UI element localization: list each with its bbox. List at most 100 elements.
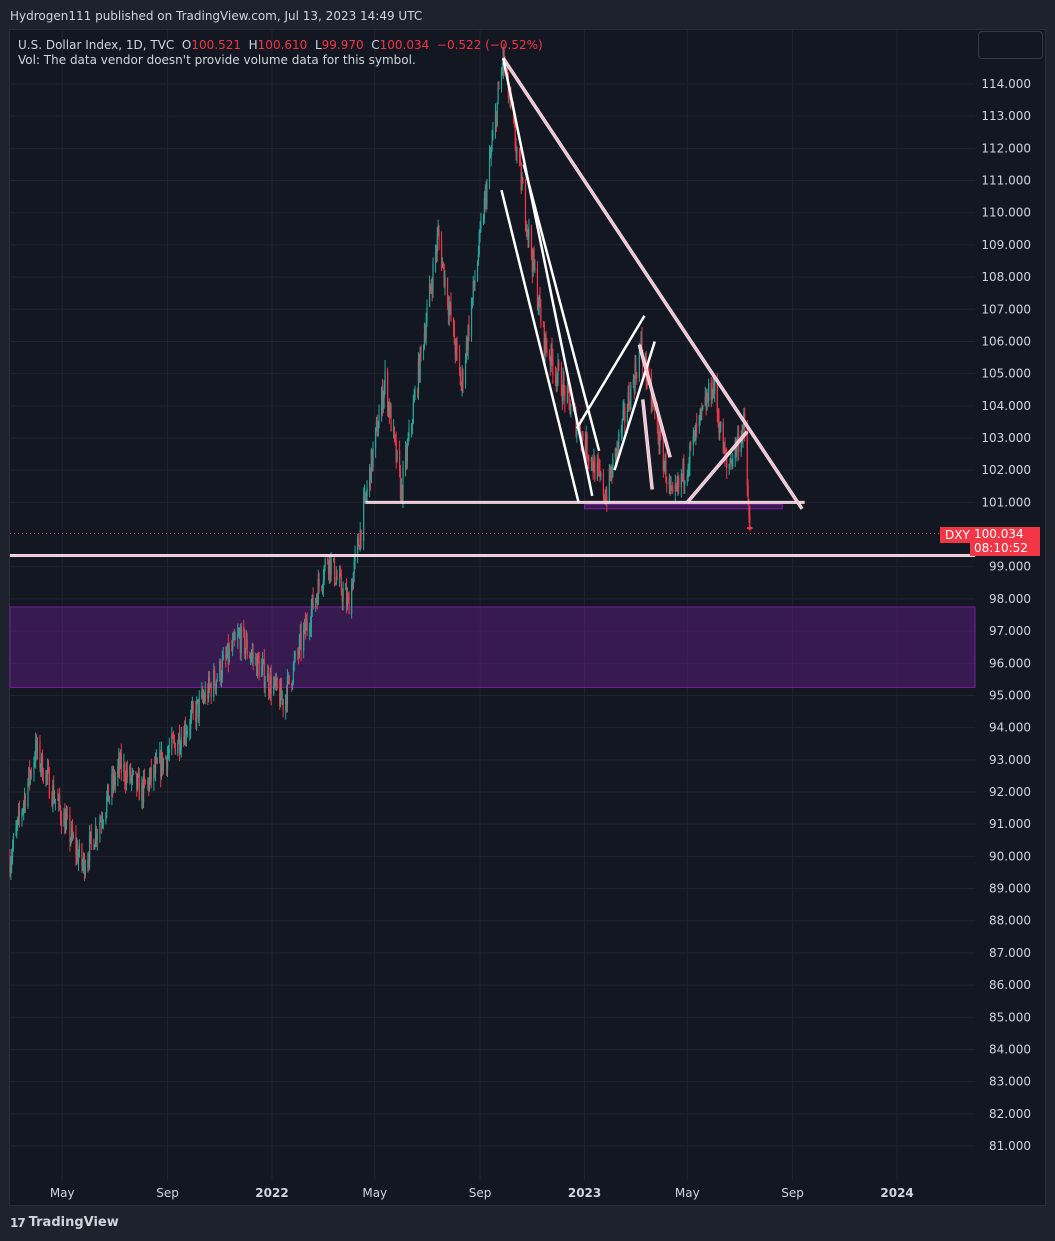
candle-body (563, 377, 565, 387)
candle-body (119, 753, 122, 769)
candle-body (544, 334, 546, 356)
candle-body (747, 486, 749, 506)
candle-body (620, 431, 622, 433)
legend-open-label: O (181, 38, 192, 52)
candle-body (330, 559, 332, 576)
candle-body (540, 307, 542, 323)
candle-body (96, 834, 98, 840)
candle-body (130, 777, 133, 782)
candle-body (244, 648, 247, 654)
candle-body (340, 574, 342, 593)
candle-body (694, 430, 696, 441)
candle-body (65, 818, 67, 834)
candle-body (131, 771, 134, 778)
candle-body (207, 690, 209, 699)
candle-body (34, 761, 36, 763)
candle-body (298, 638, 301, 655)
candle-body (518, 149, 521, 158)
candle-body (359, 529, 361, 550)
candle-body (59, 807, 62, 820)
y-tick-label: 109.000 (981, 238, 1031, 252)
candle-body (47, 768, 50, 770)
candle-body (162, 758, 164, 771)
candle-body (84, 867, 86, 876)
candle-body (87, 859, 89, 868)
candle-body (420, 347, 422, 351)
candle-body (377, 428, 379, 436)
y-tick-label: 102.000 (981, 463, 1031, 477)
candle-body (632, 379, 634, 385)
candle-body (303, 620, 306, 629)
candle-body (467, 325, 469, 351)
symbol-tag: DXY (940, 527, 975, 543)
candle-body (556, 375, 558, 383)
candle-body (89, 831, 92, 836)
candle-body (470, 303, 473, 337)
candle-body (572, 408, 575, 412)
candle-body (443, 264, 445, 287)
chart-settings-box[interactable] (978, 31, 1043, 59)
candle-body (432, 263, 434, 292)
candle-body (28, 767, 30, 783)
candle-body (174, 743, 176, 755)
candle-body (9, 859, 11, 875)
candle-body (533, 250, 535, 269)
candle-body (628, 392, 630, 407)
candle-body (404, 450, 407, 469)
tradingview-logo[interactable]: 17 TradingView (10, 1215, 119, 1230)
candle-body (196, 701, 198, 722)
candle-body (424, 333, 426, 339)
candle-body (160, 752, 163, 777)
candle-body (294, 652, 296, 660)
candle-body (422, 346, 425, 351)
candle-body (186, 730, 188, 735)
candle-body (621, 419, 623, 432)
supply-demand-zone (584, 504, 783, 510)
candle-body (407, 438, 409, 445)
candle-body (646, 381, 648, 383)
candle-body (495, 112, 497, 126)
candle-body (630, 384, 632, 410)
candle-body (381, 389, 384, 410)
y-tick-label: 108.000 (981, 270, 1031, 284)
candle-body (464, 359, 467, 384)
candle-body (345, 589, 347, 591)
candle-body (626, 410, 628, 423)
candle-body (525, 224, 527, 232)
candle-body (428, 283, 431, 308)
candle-body (652, 400, 654, 404)
candle-body (477, 254, 479, 263)
candle-body (102, 821, 104, 823)
candle-body (375, 427, 377, 449)
candle-body (612, 458, 614, 478)
candle-body (513, 118, 515, 125)
candle-body (363, 492, 366, 498)
x-tick-label: Sep (781, 1186, 804, 1200)
candle-body (287, 675, 289, 677)
candle-body (76, 847, 78, 855)
candle-body (226, 643, 229, 658)
tradingview-brand: TradingView (28, 1215, 119, 1230)
candle-body (264, 681, 266, 688)
price-tag-value: 100.034 (974, 527, 1024, 541)
candle-body (321, 586, 324, 588)
candle-body (599, 468, 601, 477)
candle-body (348, 597, 350, 615)
candle-body (322, 580, 324, 587)
candle-body (426, 307, 428, 323)
candle-body (354, 553, 356, 561)
candle-body (303, 628, 305, 651)
y-tick-label: 106.000 (981, 334, 1031, 348)
candle-body (636, 374, 638, 378)
candle-body (167, 752, 170, 756)
candle-body (375, 421, 378, 428)
candle-body (41, 753, 43, 768)
candle-body (478, 231, 480, 255)
candle-body (437, 229, 439, 236)
candle-body (137, 775, 140, 777)
candle-body (398, 449, 401, 471)
candle-body (185, 734, 187, 738)
candle-body (496, 102, 498, 126)
candle-body (674, 484, 676, 492)
